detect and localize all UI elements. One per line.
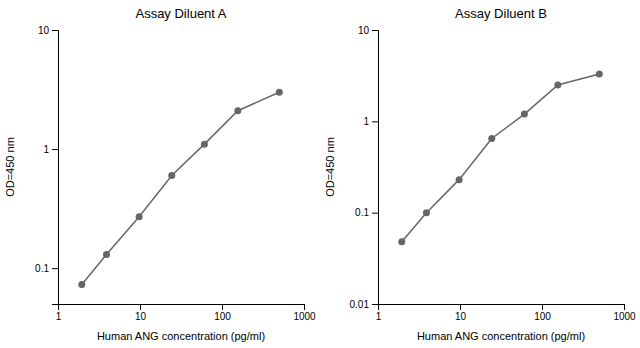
x-axis-title: Human ANG concentration (pg/ml) (97, 330, 265, 342)
tick-mark (542, 304, 543, 310)
point (234, 107, 241, 114)
point (554, 81, 561, 88)
y-axis-title: OD=450 nm (4, 137, 16, 197)
tick: 100 (214, 304, 231, 322)
tick: 0.1 (355, 207, 378, 218)
y-axis: 0.01 0.1 1 10 (350, 25, 379, 310)
tick-mark (52, 268, 58, 269)
point (168, 172, 175, 179)
tick: 1 (376, 304, 382, 322)
tick-label: 1000 (613, 311, 636, 322)
tick-mark (372, 213, 378, 214)
tick-mark (52, 149, 58, 150)
point (276, 89, 283, 96)
tick: 1000 (293, 304, 316, 322)
axis-line (379, 305, 625, 311)
tick-label: 1 (363, 116, 369, 127)
tick-label: 0.01 (350, 299, 370, 310)
tick-label: 100 (214, 311, 231, 322)
tick: 1 (56, 304, 62, 322)
tick-label: 10 (455, 311, 467, 322)
tick-label: 0.1 (355, 207, 369, 218)
x-axis-title: Human ANG concentration (pg/ml) (417, 330, 585, 342)
line (82, 92, 280, 284)
y-axis: 0.1 1 10 (35, 25, 58, 305)
point (423, 209, 430, 216)
tick: 1 (43, 144, 58, 155)
line (402, 74, 600, 242)
tick: 1 (363, 116, 378, 127)
y-axis-title: OD=450 nm (324, 137, 336, 197)
tick: 1000 (613, 304, 636, 322)
point (103, 251, 110, 258)
tick-label: 10 (358, 25, 370, 36)
point (78, 281, 85, 288)
point (201, 141, 208, 148)
point (488, 135, 495, 142)
panel: 1 10 100 1000 0.01 0.1 1 10 Assay Diluent B Human… (324, 6, 636, 342)
tick-mark (304, 304, 305, 310)
panel: 1 10 100 1000 0.1 1 10 Assay Diluent A Human ANG… (4, 6, 316, 342)
tick-mark (624, 304, 625, 310)
tick-mark (222, 304, 223, 310)
axis-line (59, 305, 305, 311)
point (596, 70, 603, 77)
tick: 10 (38, 25, 58, 36)
tick-mark (460, 304, 461, 310)
tick-label: 0.1 (35, 263, 49, 274)
tick-label: 1 (43, 144, 49, 155)
title: Assay Diluent A (135, 6, 226, 21)
tick: 0.1 (35, 263, 58, 274)
chart: 1 10 100 1000 0.1 1 10 Assay Diluent A Human ANG… (0, 0, 640, 348)
tick-label: 1000 (293, 311, 316, 322)
point (456, 176, 463, 183)
tick-mark (372, 30, 378, 31)
tick-label: 10 (38, 25, 50, 36)
tick-label: 100 (534, 311, 551, 322)
tick: 100 (534, 304, 551, 322)
tick-mark (52, 30, 58, 31)
x-axis: 1 10 100 1000 (56, 304, 316, 322)
tick-mark (372, 304, 378, 305)
tick-label: 1 (56, 311, 62, 322)
tick-label: 10 (135, 311, 147, 322)
tick-mark (372, 121, 378, 122)
tick: 10 (358, 25, 378, 36)
x-axis: 1 10 100 1000 (376, 304, 636, 322)
tick-label: 1 (376, 311, 382, 322)
title: Assay Diluent B (455, 6, 547, 21)
point (521, 111, 528, 118)
point (398, 238, 405, 245)
tick-mark (140, 304, 141, 310)
tick: 10 (455, 304, 467, 322)
plot-area (398, 70, 603, 245)
tick: 0.01 (350, 299, 378, 310)
plot-area (78, 89, 283, 288)
axis-line (372, 31, 379, 305)
tick: 10 (135, 304, 147, 322)
axis-line (52, 31, 59, 305)
point (136, 213, 143, 220)
